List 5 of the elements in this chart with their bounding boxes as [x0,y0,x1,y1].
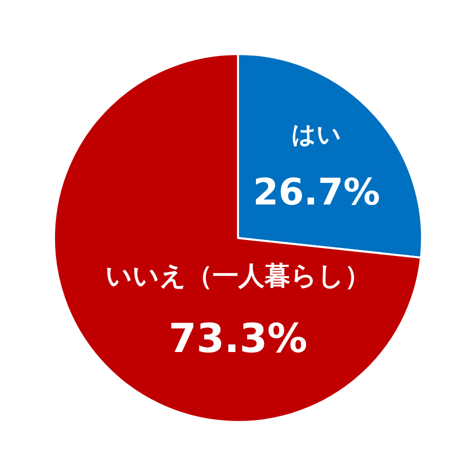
slice-label: いいえ（一人暮らし） [106,262,370,292]
pie-slice [53,53,422,423]
slice-label: はい [291,120,342,148]
data-label: 26.7% [252,170,380,214]
data-label: 73.3% [168,316,308,362]
